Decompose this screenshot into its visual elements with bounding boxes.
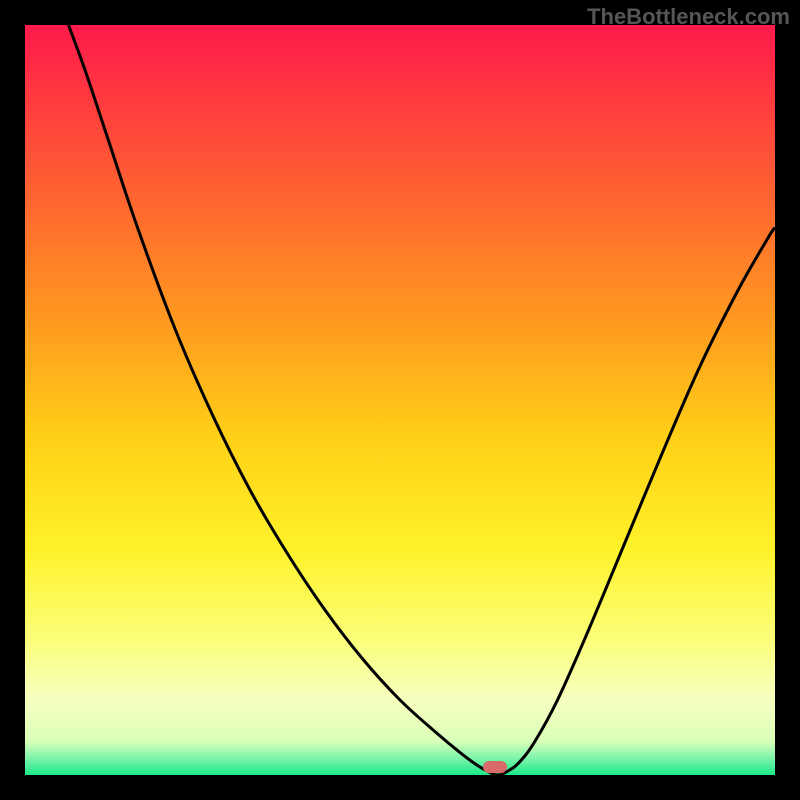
bottleneck-curve xyxy=(25,25,775,775)
attribution-text: TheBottleneck.com xyxy=(587,4,790,30)
minimum-marker xyxy=(483,761,507,773)
chart-container: TheBottleneck.com xyxy=(0,0,800,800)
plot-area xyxy=(25,25,775,775)
